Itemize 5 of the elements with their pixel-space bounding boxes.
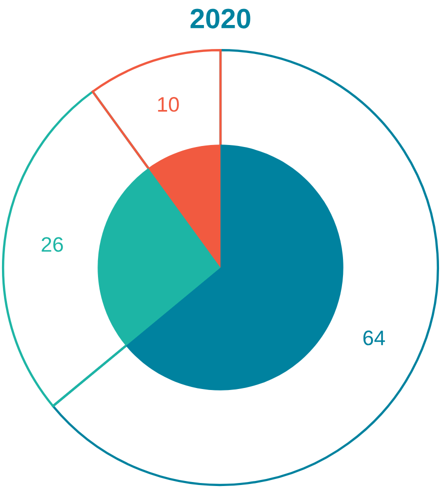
data-label: 26 xyxy=(42,237,63,252)
pie-slice xyxy=(126,144,344,390)
data-label: 64 xyxy=(363,330,385,346)
data-label: 10 xyxy=(158,97,179,112)
chart-title: 2020 xyxy=(190,8,250,28)
